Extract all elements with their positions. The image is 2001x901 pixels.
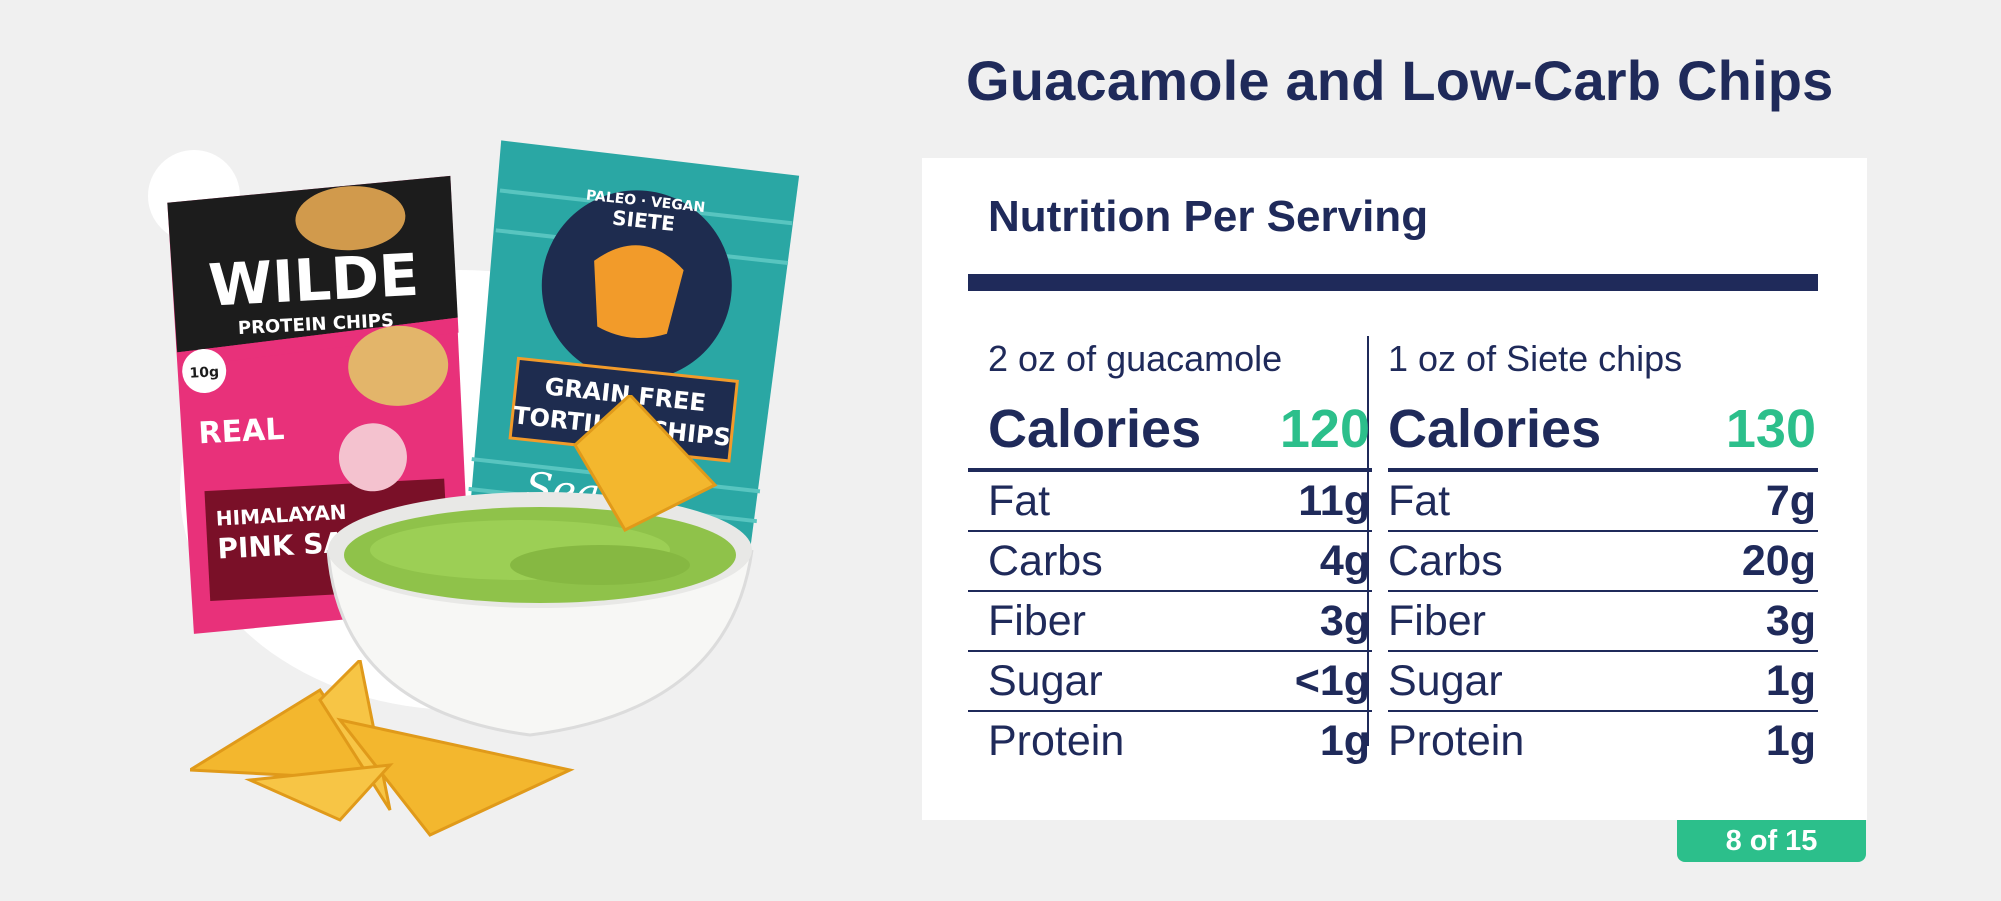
nutrient-value: 1g xyxy=(1765,656,1816,705)
calories-value: 120 xyxy=(1279,399,1370,459)
nutrient-label: Fiber xyxy=(988,596,1086,645)
nutrition-card: Nutrition Per Serving 2 oz of guacamole … xyxy=(922,158,1867,820)
tortilla-chips-pile xyxy=(190,660,575,837)
serving-size: 2 oz of guacamole xyxy=(988,338,1283,379)
nutrient-label: Sugar xyxy=(1388,656,1503,705)
siete-chips-bag: PALEO · VEGAN SIETE GRAIN FREE TORTILLA … xyxy=(468,140,800,564)
calories-label: Calories xyxy=(1388,399,1602,459)
serving-size: 1 oz of Siete chips xyxy=(1388,338,1683,379)
page-title: Guacamole and Low-Carb Chips xyxy=(966,49,1834,112)
nutrient-row-fat: Fat 7g xyxy=(1388,472,1818,532)
nutrient-row-fiber: Fiber 3g xyxy=(1388,592,1818,652)
nutrient-row-protein: Protein 1g xyxy=(968,712,1372,770)
nutrient-row-fat: Fat 11g xyxy=(968,472,1372,532)
slide-pager-badge: 8 of 15 xyxy=(1677,820,1866,862)
nutrient-value: 1g xyxy=(1765,716,1816,765)
nutrient-value: 3g xyxy=(1765,596,1816,645)
nutrient-label: Fat xyxy=(1388,476,1451,525)
calories-row: Calories 130 xyxy=(1388,390,1818,472)
dipping-chip xyxy=(573,395,718,532)
food-illustration: WILDE PROTEIN CHIPS 10g REAL HIMALAYAN P… xyxy=(0,0,900,901)
nutrient-label: Carbs xyxy=(1388,536,1503,585)
guacamole-column: 2 oz of guacamole Calories 120 Fat 11g C… xyxy=(968,328,1372,770)
nutrient-row-sugar: Sugar 1g xyxy=(1388,652,1818,712)
nutrient-label: Protein xyxy=(1388,716,1525,765)
nutrient-row-fiber: Fiber 3g xyxy=(968,592,1372,652)
nutrient-value: 20g xyxy=(1741,536,1816,585)
nutrient-label: Fiber xyxy=(1388,596,1486,645)
nutrient-row-sugar: Sugar <1g xyxy=(968,652,1372,712)
calories-row: Calories 120 xyxy=(968,390,1372,472)
heading-rule xyxy=(968,274,1818,291)
nutrient-value: 4g xyxy=(1319,536,1370,585)
nutrient-value: 7g xyxy=(1765,476,1816,525)
calories-label: Calories xyxy=(988,399,1202,459)
calories-value: 130 xyxy=(1725,399,1816,459)
nutrient-value: 11g xyxy=(1298,476,1370,525)
nutrient-label: Protein xyxy=(988,716,1125,765)
nutrient-row-carbs: Carbs 20g xyxy=(1388,532,1818,592)
wilde-real-text: REAL xyxy=(198,412,286,451)
siete-chips-column: 1 oz of Siete chips Calories 130 Fat 7g … xyxy=(1388,328,1818,770)
column-divider xyxy=(1367,336,1369,746)
nutrient-label: Fat xyxy=(988,476,1051,525)
nutrient-label: Sugar xyxy=(988,656,1103,705)
nutrient-row-carbs: Carbs 4g xyxy=(968,532,1372,592)
card-heading: Nutrition Per Serving xyxy=(988,192,1429,241)
wilde-protein-badge: 10g xyxy=(189,364,219,382)
nutrient-row-protein: Protein 1g xyxy=(1388,712,1818,770)
nutrient-value: 1g xyxy=(1319,716,1370,765)
wilde-brand-text: WILDE xyxy=(207,241,421,320)
nutrient-value: 3g xyxy=(1319,596,1370,645)
nutrient-value: <1g xyxy=(1294,656,1370,705)
nutrient-label: Carbs xyxy=(988,536,1103,585)
